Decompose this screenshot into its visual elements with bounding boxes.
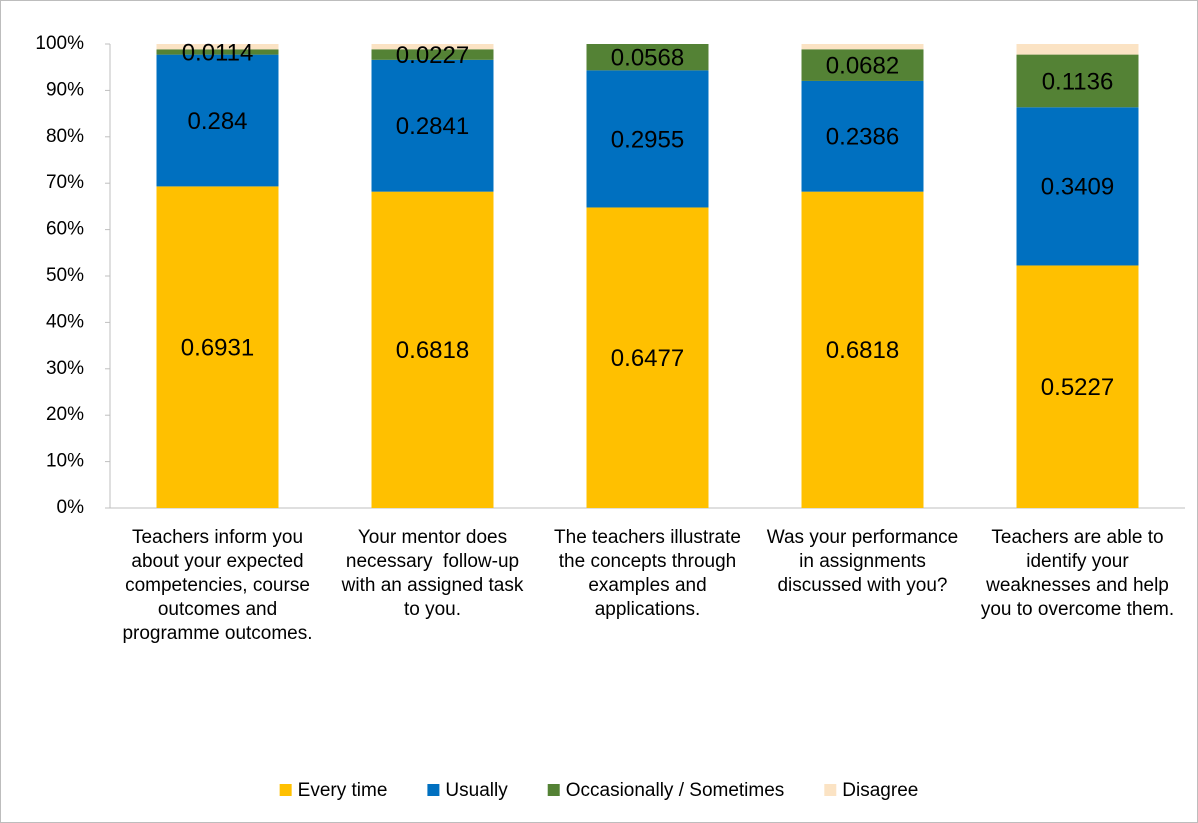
y-tick-label: 90%: [46, 79, 84, 100]
bar-segment: [371, 49, 494, 60]
bar-segment: [586, 207, 709, 508]
y-tick-label: 30%: [46, 358, 84, 379]
x-tick-label: Was your performance in assignments disc…: [766, 527, 959, 596]
data-label: 0.0568: [611, 45, 684, 72]
y-tick-label: 60%: [46, 219, 84, 240]
data-label: 0.284: [187, 108, 247, 135]
bar-segment: [586, 44, 709, 71]
data-label: 0.0227: [396, 42, 469, 69]
bar-segment: [801, 80, 924, 192]
bar-segment: [156, 49, 279, 55]
bar-segment: [156, 54, 279, 187]
bar-segment: [801, 49, 924, 81]
bar-segment: [156, 186, 279, 508]
data-label: 0.5227: [1041, 374, 1114, 401]
y-tick-label: 70%: [46, 172, 84, 193]
y-tick-label: 20%: [46, 404, 84, 425]
data-label: 0.6477: [611, 345, 684, 372]
y-tick-label: 100%: [35, 33, 84, 54]
legend-swatch: [427, 784, 440, 796]
y-tick-label: 80%: [46, 126, 84, 147]
y-tick-label: 10%: [46, 451, 84, 472]
data-label: 0.2386: [826, 124, 899, 151]
y-tick-label: 50%: [46, 265, 84, 286]
data-label: 0.6818: [826, 337, 899, 364]
legend-swatch: [547, 784, 560, 796]
data-label: 0.0114: [182, 39, 254, 66]
data-label: 0.2841: [396, 113, 469, 140]
x-tick-label: Teachers inform you about your expected …: [122, 527, 316, 644]
legend-label: Usually: [445, 780, 508, 801]
bar-segment: [1016, 265, 1139, 508]
bar-segment: [1016, 107, 1139, 266]
bar-segment: [156, 44, 279, 50]
x-tick-label: Your mentor does necessary follow-up wit…: [341, 527, 529, 620]
data-label: 0.1136: [1042, 68, 1114, 95]
data-label: 0.0682: [826, 52, 899, 79]
x-tick-label: The teachers illustrate the concepts thr…: [554, 527, 747, 620]
y-tick-label: 40%: [46, 311, 84, 332]
data-label: 0.6931: [181, 335, 254, 362]
bar-segment: [801, 191, 924, 508]
bar-segment: [371, 191, 494, 508]
legend-label: Disagree: [842, 780, 918, 801]
data-label: 0.3409: [1041, 174, 1114, 201]
bar-segment: [1016, 54, 1139, 108]
bar-segment: [1016, 44, 1139, 55]
data-label: 0.2955: [611, 126, 684, 153]
legend-label: Every time: [298, 780, 388, 801]
legend-swatch: [279, 784, 292, 796]
data-label: 0.6818: [396, 337, 469, 364]
legend-swatch: [824, 784, 837, 796]
legend-label: Occasionally / Sometimes: [566, 780, 785, 801]
bar-segment: [371, 59, 494, 192]
x-tick-label: Teachers are able to identify your weakn…: [980, 527, 1175, 620]
bar-segment: [371, 44, 494, 50]
y-tick-label: 0%: [57, 497, 85, 518]
bar-segment: [586, 70, 709, 208]
bar-segment: [801, 44, 924, 50]
